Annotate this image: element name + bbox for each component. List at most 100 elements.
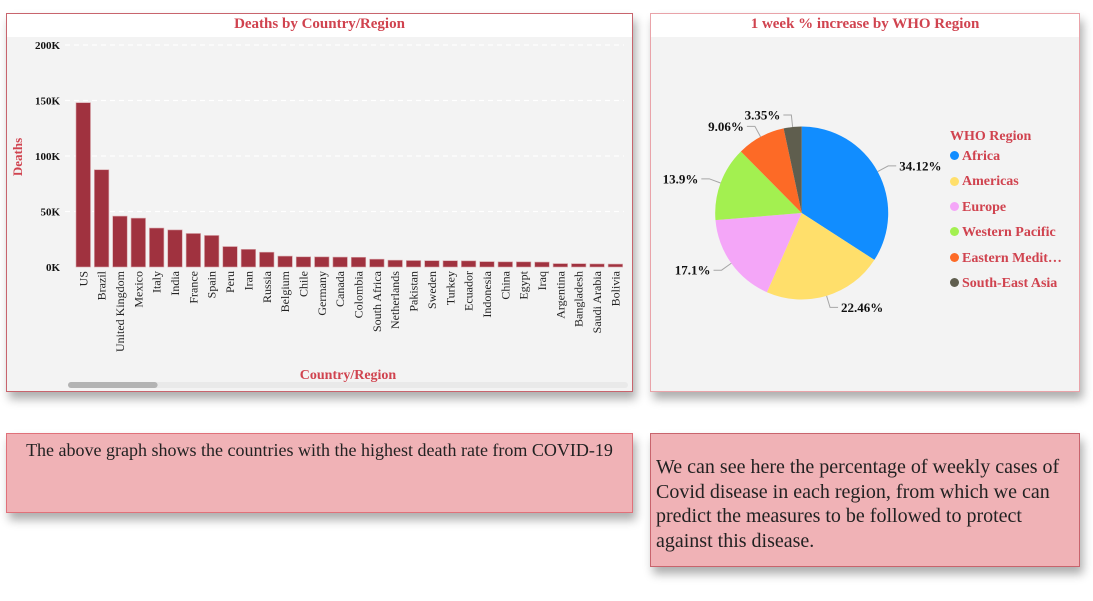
pie-slice[interactable]	[766, 213, 875, 300]
legend-item[interactable]: Europe	[950, 198, 1006, 218]
x-tick-label: Germany	[315, 271, 329, 316]
bar	[240, 249, 256, 268]
pie-data-label: 17.1%	[675, 263, 711, 278]
x-tick-label: Pakistan	[407, 271, 421, 312]
pie-data-label: 34.12%	[899, 158, 941, 173]
x-tick-label: Italy	[150, 271, 164, 293]
x-tick-label: Russia	[260, 270, 274, 303]
bar	[332, 256, 348, 268]
bar	[424, 260, 440, 268]
pie-slice[interactable]	[783, 126, 802, 214]
bar	[94, 169, 110, 268]
x-tick-label: Egypt	[517, 270, 531, 299]
x-tick-label: Turkey	[443, 271, 457, 305]
bar	[350, 256, 367, 268]
pie-chart-note: We can see here the percentage of weekly…	[650, 433, 1080, 567]
pie-data-label: 9.06%	[708, 119, 744, 134]
x-tick-label: Brazil	[95, 270, 109, 300]
legend-item[interactable]: Americas	[950, 172, 1019, 192]
legend-label: Europe	[962, 199, 1007, 215]
bar	[497, 261, 513, 268]
x-tick-label: Belgium	[278, 270, 292, 312]
x-tick-label: Netherlands	[388, 271, 402, 329]
x-tick-label: United Kingdom	[113, 270, 127, 352]
legend-label: Western Pacific	[962, 225, 1056, 241]
x-tick-label: Iraq	[535, 271, 549, 290]
x-tick-label: Iran	[241, 271, 255, 290]
x-tick-label: France	[186, 271, 200, 304]
bar	[204, 235, 220, 268]
leader-line	[877, 165, 897, 173]
bar	[75, 102, 91, 268]
legend-title: WHO Region	[950, 129, 1032, 144]
x-tick-label: China	[498, 270, 512, 299]
x-tick-label: Sweden	[425, 271, 439, 309]
bar	[167, 229, 183, 268]
bar	[534, 261, 550, 268]
bar	[112, 215, 128, 268]
y-axis-title: Deaths	[10, 138, 25, 176]
legend-dot-icon	[950, 176, 959, 186]
legend-item[interactable]: Eastern Medit…	[950, 249, 1062, 269]
x-tick-label: US	[76, 271, 90, 286]
y-tick-label: 100K	[35, 151, 61, 163]
y-tick-label: 150K	[35, 96, 61, 108]
x-tick-label: Peru	[223, 271, 237, 293]
bar	[222, 246, 238, 268]
bar	[369, 258, 385, 268]
bar	[130, 217, 146, 268]
bar	[571, 263, 587, 268]
bar	[185, 233, 201, 268]
legend-label: Americas	[962, 174, 1019, 190]
bar	[479, 261, 495, 268]
x-tick-label: India	[168, 270, 182, 295]
bar	[589, 263, 605, 268]
pie-slice[interactable]	[801, 126, 889, 260]
y-tick-label: 200K	[35, 40, 61, 52]
legend-item[interactable]: South-East Asia	[950, 274, 1057, 294]
legend-label: Eastern Medit…	[962, 250, 1062, 266]
legend-label: South-East Asia	[962, 276, 1058, 291]
bar	[516, 261, 532, 268]
x-tick-label: Argentina	[553, 270, 567, 318]
pie-chart-svg: 34.12% 22.46% 17.1% 13.9% 9.06%3.35%	[663, 108, 942, 315]
bar	[314, 256, 330, 268]
legend-item[interactable]: Africa	[950, 147, 1000, 167]
y-tick-label: 0K	[46, 262, 61, 274]
pie-slice[interactable]	[715, 151, 802, 221]
plot-area	[7, 37, 632, 391]
bar	[552, 263, 568, 268]
x-tick-label: Bangladesh	[572, 271, 586, 327]
x-axis-title: Country/Region	[300, 368, 397, 383]
leader-line	[713, 262, 732, 271]
bar	[295, 256, 312, 268]
bar	[607, 263, 623, 268]
bar-chart-title: Deaths by Country/Region	[7, 14, 632, 37]
legend-dot-icon	[950, 227, 959, 237]
leader-line	[701, 178, 721, 184]
scrollbar-thumb[interactable]	[68, 382, 158, 388]
bar	[405, 260, 422, 268]
bar-chart-note: The above graph shows the countries with…	[6, 433, 633, 513]
legend-dot-icon	[950, 278, 959, 288]
x-tick-label: Canada	[333, 270, 347, 307]
x-tick-label: Ecuador	[462, 271, 476, 311]
x-tick-label: Chile	[296, 271, 310, 297]
legend-dot-icon	[950, 202, 959, 212]
x-tick-label: Spain	[205, 271, 219, 298]
legend-item[interactable]: Western Pacific	[950, 223, 1056, 243]
bar	[277, 255, 293, 268]
bar	[387, 259, 403, 268]
pie-slice[interactable]	[740, 128, 802, 213]
pie-slice[interactable]	[715, 213, 802, 293]
y-tick-label: 50K	[40, 207, 60, 219]
x-tick-label: Saudi Arabia	[590, 270, 604, 333]
pie-chart-title: 1 week % increase by WHO Region	[651, 14, 1079, 37]
legend-label: Africa	[962, 149, 1001, 164]
who-region-pie-chart-panel[interactable]: 34.12% 22.46% 17.1% 13.9% 9.06% 3.35% 1 week …	[650, 13, 1080, 392]
bar	[259, 251, 275, 268]
horizontal-scrollbar[interactable]	[68, 382, 628, 388]
x-tick-label: Bolivia	[608, 270, 622, 306]
pie-legend: WHO Region Africa Americas Europe Western P…	[950, 128, 1062, 291]
deaths-bar-chart-panel[interactable]: 0K 50K 100K 150K 200K US Brazil United Kingdom M…	[6, 13, 633, 392]
